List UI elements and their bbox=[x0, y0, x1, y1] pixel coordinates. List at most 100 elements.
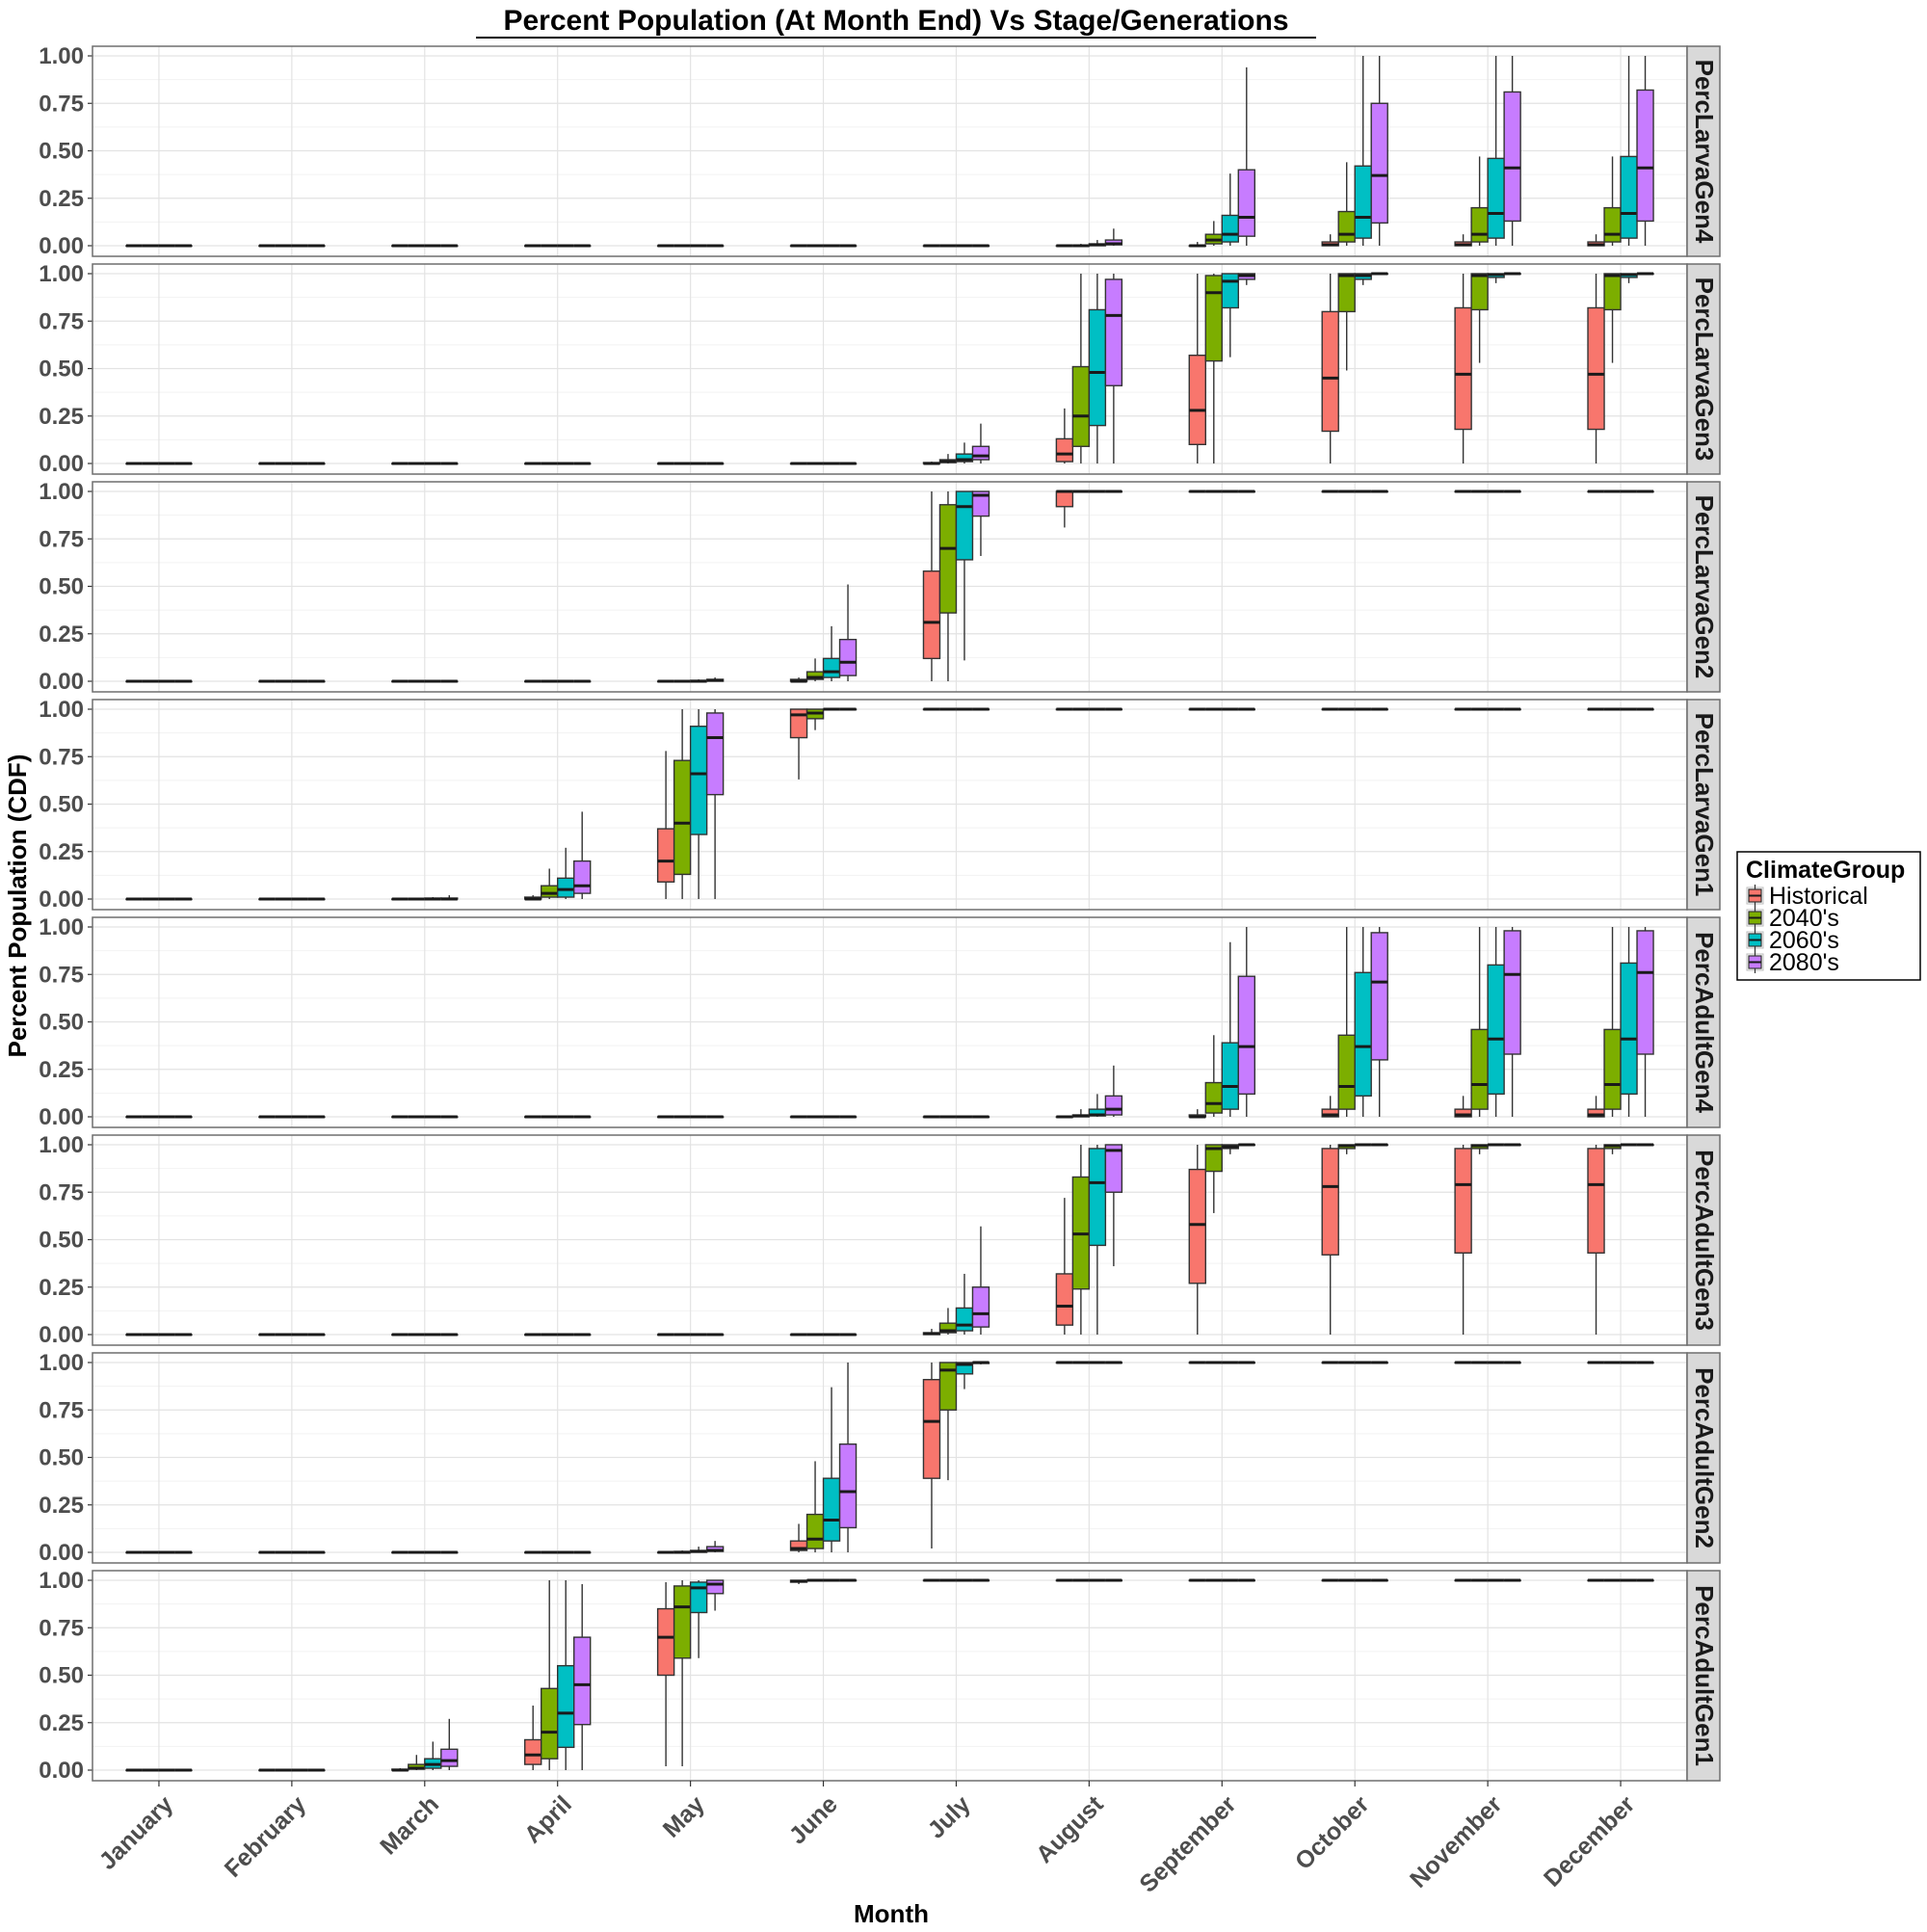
facet-strip bbox=[1686, 699, 1721, 911]
box-may-2080s bbox=[705, 1579, 725, 1611]
box-december-Historical bbox=[1587, 274, 1605, 463]
box-october-2080s bbox=[1370, 707, 1388, 711]
box-september-2080s bbox=[1237, 273, 1255, 285]
box-december-Historical bbox=[1587, 1145, 1605, 1335]
box-february-2060s bbox=[291, 1333, 309, 1337]
box-september-Historical bbox=[1188, 707, 1206, 711]
box-july-2040s bbox=[938, 244, 958, 248]
box-may-2060s bbox=[689, 1580, 708, 1658]
box-august-Historical bbox=[1055, 1115, 1074, 1119]
facet-strip-label: PercLarvaGen1 bbox=[1690, 713, 1719, 897]
box-december-2060s bbox=[1620, 1578, 1638, 1582]
box-december-2060s bbox=[1620, 490, 1638, 493]
y-tick-label: 0.75 bbox=[39, 1397, 84, 1423]
box-february-2040s bbox=[275, 244, 293, 248]
box-august-2040s bbox=[1071, 707, 1091, 711]
y-tick-label: 0.25 bbox=[39, 1710, 84, 1736]
box-october-2080s bbox=[1370, 272, 1388, 276]
box-march-2080s bbox=[440, 462, 459, 465]
box-december-2040s bbox=[1603, 273, 1622, 363]
box-november-2060s bbox=[1487, 273, 1505, 283]
box-september-2080s bbox=[1237, 1143, 1255, 1147]
box-body bbox=[1337, 273, 1356, 313]
box-january-2040s bbox=[142, 244, 160, 248]
box-march-2040s bbox=[408, 1550, 426, 1554]
box-august-2040s bbox=[1071, 490, 1091, 493]
box-september-2060s bbox=[1221, 490, 1239, 493]
box-november-Historical bbox=[1454, 707, 1472, 711]
box-december-2080s bbox=[1636, 490, 1654, 493]
box-body bbox=[1055, 1273, 1074, 1326]
box-october-2040s bbox=[1337, 707, 1356, 711]
box-april-Historical bbox=[524, 679, 542, 683]
box-july-2080s bbox=[971, 244, 990, 248]
box-november-Historical bbox=[1454, 1096, 1472, 1118]
box-may-2060s bbox=[689, 1115, 708, 1119]
box-body bbox=[822, 657, 841, 678]
box-november-2040s bbox=[1470, 927, 1489, 1117]
box-body bbox=[1188, 1168, 1206, 1284]
box-october-2040s bbox=[1337, 1144, 1356, 1154]
box-july-Historical bbox=[922, 1329, 941, 1336]
box-june-2060s bbox=[822, 1115, 841, 1119]
box-august-2040s bbox=[1071, 1578, 1091, 1582]
box-july-2060s bbox=[955, 244, 974, 248]
box-body bbox=[1354, 165, 1372, 239]
box-june-Historical bbox=[789, 708, 808, 780]
box-february-2080s bbox=[307, 679, 326, 683]
box-body bbox=[805, 1513, 825, 1549]
box-november-2080s bbox=[1503, 1578, 1521, 1582]
box-october-2080s bbox=[1370, 1578, 1388, 1582]
box-body bbox=[1620, 155, 1638, 239]
box-january-2080s bbox=[174, 244, 193, 248]
box-november-2080s bbox=[1503, 56, 1521, 246]
y-tick-label: 0.00 bbox=[39, 1104, 84, 1130]
facet-strip bbox=[1686, 1134, 1721, 1346]
legend-entry: 2080's bbox=[1746, 949, 1839, 976]
box-september-2040s bbox=[1204, 274, 1223, 463]
box-april-2060s bbox=[557, 1580, 575, 1770]
box-february-2040s bbox=[275, 679, 293, 683]
box-june-2040s bbox=[805, 708, 825, 730]
box-may-Historical bbox=[656, 1581, 675, 1767]
box-september-2060s bbox=[1221, 273, 1239, 357]
box-january-Historical bbox=[125, 1768, 144, 1772]
box-body bbox=[1636, 930, 1654, 1055]
box-body bbox=[1503, 91, 1521, 223]
box-body bbox=[440, 1748, 459, 1767]
box-body bbox=[689, 726, 708, 835]
box-april-2080s bbox=[573, 1550, 592, 1554]
box-september-Historical bbox=[1188, 1145, 1206, 1335]
y-tick-label: 0.25 bbox=[39, 1275, 84, 1301]
box-september-Historical bbox=[1188, 490, 1206, 493]
box-november-2080s bbox=[1503, 272, 1521, 276]
box-september-2060s bbox=[1221, 1144, 1239, 1154]
y-tick-label: 1.00 bbox=[39, 914, 84, 940]
box-august-2080s bbox=[1104, 274, 1123, 463]
box-july-2060s bbox=[955, 1273, 974, 1335]
box-april-2040s bbox=[541, 462, 559, 465]
box-april-2040s bbox=[541, 679, 559, 683]
legend-entry: Historical bbox=[1746, 883, 1868, 910]
box-june-2040s bbox=[805, 1578, 825, 1582]
box-august-2080s bbox=[1104, 490, 1123, 493]
box-september-Historical bbox=[1188, 242, 1206, 248]
box-november-2040s bbox=[1470, 156, 1489, 246]
box-may-2040s bbox=[673, 709, 692, 899]
box-august-Historical bbox=[1055, 1198, 1074, 1335]
chart-title: Percent Population (At Month End) Vs Sta… bbox=[503, 5, 1288, 37]
box-july-2080s bbox=[971, 1361, 990, 1364]
box-january-2040s bbox=[142, 1115, 160, 1119]
y-tick-label: 0.50 bbox=[39, 139, 84, 165]
box-body bbox=[1188, 355, 1206, 445]
box-february-2080s bbox=[307, 244, 326, 248]
box-body bbox=[822, 1477, 841, 1542]
box-october-2060s bbox=[1354, 56, 1372, 246]
box-body bbox=[673, 1585, 692, 1659]
facet-strip-label: PercAdultGen4 bbox=[1690, 932, 1719, 1113]
box-august-2080s bbox=[1104, 1065, 1123, 1117]
box-september-2060s bbox=[1221, 173, 1239, 246]
box-december-Historical bbox=[1587, 707, 1605, 711]
box-november-2080s bbox=[1503, 927, 1521, 1117]
